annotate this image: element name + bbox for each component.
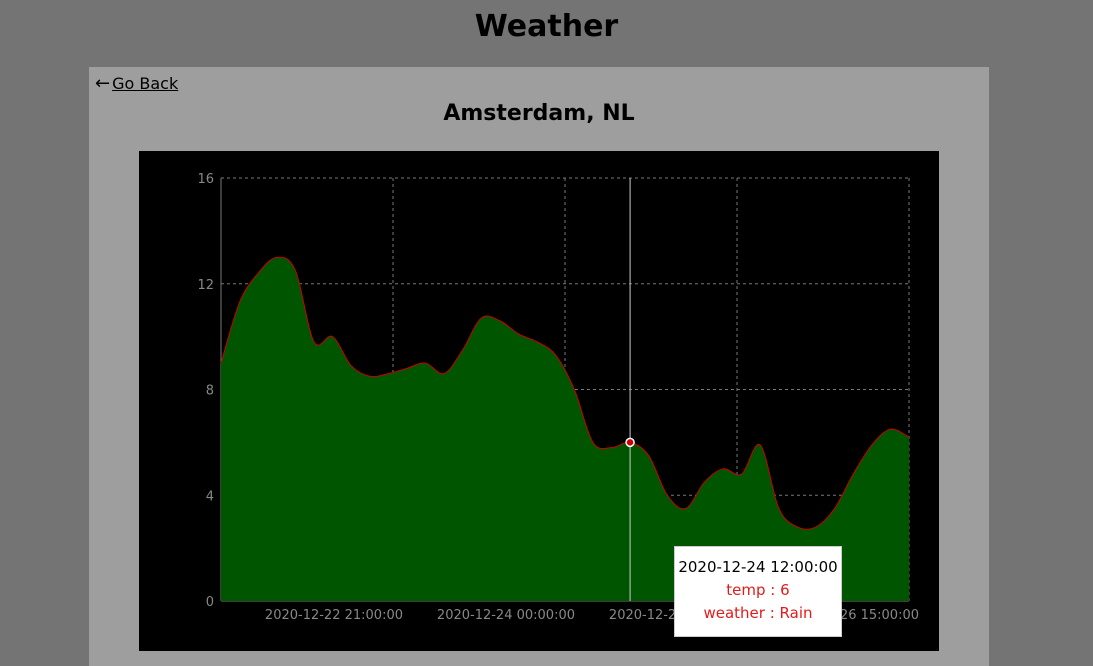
y-tick-label: 8 [206,384,214,399]
y-tick-label: 0 [206,595,214,610]
chart-tooltip: 2020-12-24 12:00:00 temp : 6 weather : R… [674,546,842,637]
x-tick-label: 2020-12-24 00:00:00 [437,608,575,623]
x-tick-label: 2020-12-22 21:00:00 [265,608,403,623]
arrow-left-icon: ← [95,72,111,94]
y-tick-label: 12 [197,278,214,293]
app-title: Weather [474,9,619,44]
temperature-line [220,256,910,530]
weather-card: ← Go Back Amsterdam, NL 0 4 8 12 16 2020-12-2… [89,67,989,666]
location-title: Amsterdam, NL [443,101,635,126]
go-back-label: Go Back [112,74,179,93]
tooltip-temp: temp : 6 [726,581,790,599]
temperature-area [221,257,909,601]
tooltip-weather: weather : Rain [703,604,813,622]
active-point-marker [625,437,635,448]
y-tick-label: 4 [206,489,214,504]
temperature-chart[interactable]: 0 4 8 12 16 2020-12-22 21:00:00 2020-12-24 00:… [139,151,939,651]
go-back-link[interactable]: ← Go Back [95,74,178,93]
y-tick-label: 16 [197,172,214,187]
tooltip-time: 2020-12-24 12:00:00 [678,558,838,576]
